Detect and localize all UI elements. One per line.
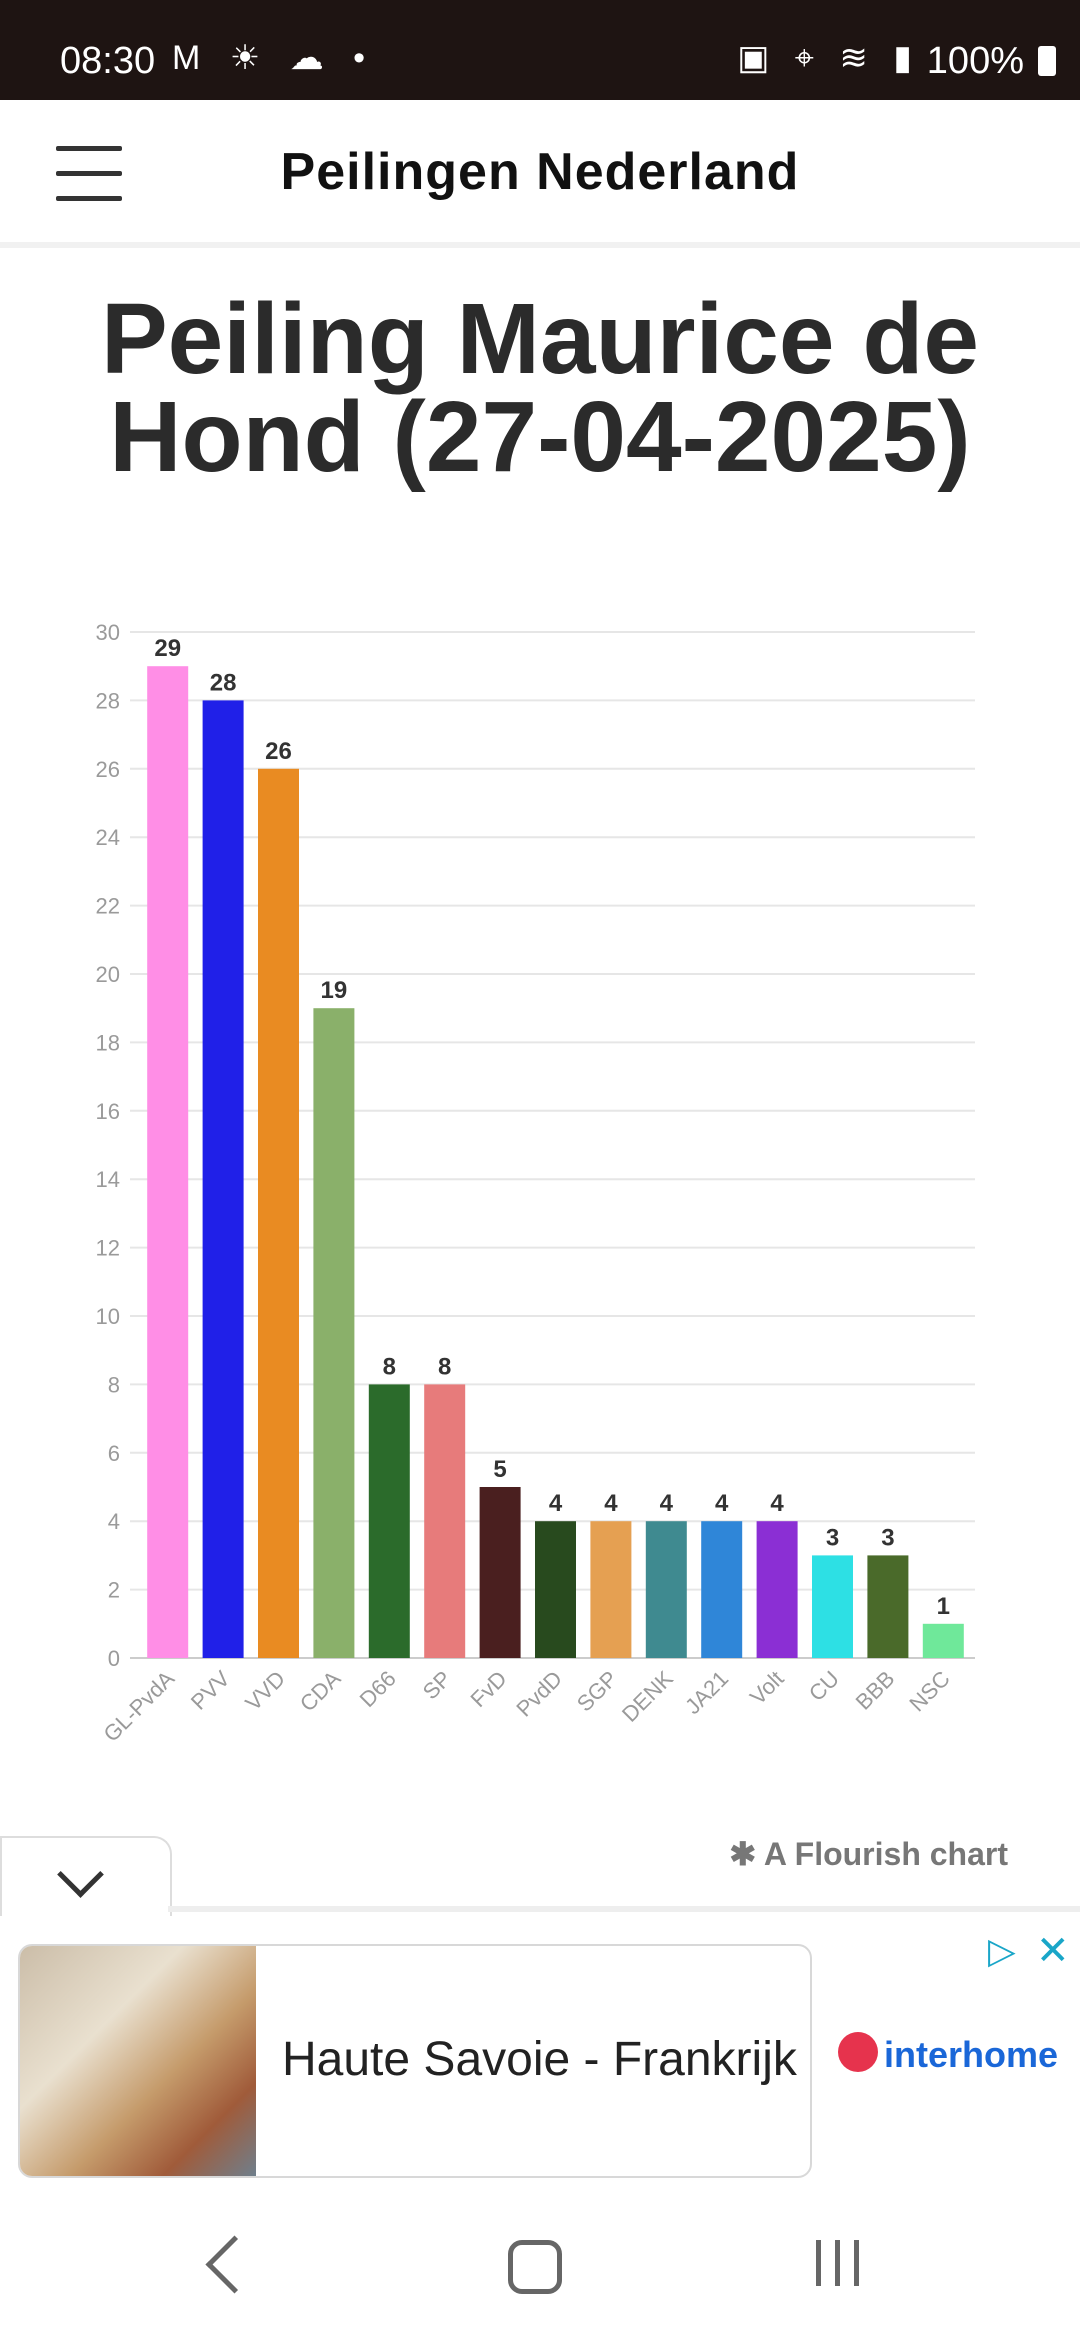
data-label: 28 — [210, 669, 237, 696]
bar — [368, 1384, 410, 1658]
data-label: 5 — [493, 1456, 506, 1483]
x-tick-label: JA21 — [680, 1666, 733, 1719]
x-tick-label: SP — [418, 1666, 456, 1704]
y-tick-label: 28 — [96, 688, 120, 713]
ad-banner[interactable]: Haute Savoie - Frankrijk — [18, 1944, 812, 2178]
bar — [922, 1623, 964, 1658]
menu-icon[interactable] — [56, 146, 122, 202]
bar — [535, 1521, 576, 1658]
bar — [147, 666, 189, 1658]
flourish-credit[interactable]: ✱ A Flourish chart — [729, 1836, 1008, 1872]
bar — [424, 1384, 466, 1658]
x-tick-label: SGP — [572, 1666, 623, 1717]
app-header: Peilingen Nederland — [0, 100, 1080, 248]
data-label: 4 — [660, 1490, 674, 1517]
bar — [867, 1555, 909, 1658]
x-tick-label: PvdD — [511, 1666, 567, 1722]
divider — [168, 1906, 1080, 1912]
back-icon[interactable] — [205, 2235, 264, 2294]
y-tick-label: 16 — [96, 1099, 120, 1124]
y-tick-label: 26 — [96, 757, 120, 782]
ad-brand[interactable]: interhome — [884, 2034, 1059, 2075]
data-label: 3 — [881, 1524, 894, 1551]
y-tick-label: 20 — [96, 962, 120, 987]
interhome-logo-icon — [838, 2032, 878, 2072]
y-tick-label: 10 — [96, 1304, 120, 1329]
data-label: 8 — [438, 1353, 451, 1380]
x-tick-label: Volt — [745, 1666, 789, 1710]
x-tick-label: VVD — [240, 1666, 290, 1716]
data-label: 4 — [715, 1490, 729, 1517]
x-tick-label: GL-PvdA — [98, 1666, 179, 1747]
bar — [645, 1521, 687, 1658]
x-tick-label: CDA — [295, 1666, 346, 1717]
chart-svg: 02468101214161820222426283029GL-PvdA28PV… — [96, 620, 975, 1747]
data-label: 1 — [937, 1593, 950, 1620]
bar — [756, 1521, 798, 1658]
system-nav-bar — [0, 2200, 1080, 2340]
ad-image[interactable] — [20, 1946, 256, 2176]
x-tick-label: CU — [804, 1666, 844, 1706]
bar — [812, 1555, 853, 1658]
y-tick-label: 2 — [108, 1578, 120, 1603]
battery-percent: 100% — [926, 40, 1024, 82]
recent-apps-icon[interactable] — [816, 2240, 860, 2288]
data-label: 26 — [265, 738, 292, 765]
y-tick-label: 24 — [96, 825, 120, 850]
notification-icons: M ☀ ☁ • — [172, 39, 376, 77]
bar — [479, 1487, 521, 1658]
bar — [202, 700, 244, 1658]
data-label: 3 — [826, 1524, 839, 1551]
y-tick-label: 6 — [108, 1441, 120, 1466]
data-label: 19 — [321, 977, 348, 1004]
system-icons: ▣ ⌖ ≋ ▮ — [737, 39, 920, 77]
data-label: 8 — [383, 1353, 396, 1380]
bar-chart: 0 2 4 6 8 10 12 14 16 18 20 22 24 26 28 30 29 GL-PvdA 28 PV… — [0, 600, 1080, 1800]
data-label: 4 — [604, 1490, 618, 1517]
page-title: Peiling Maurice de Hond (27-04-2025) — [100, 283, 980, 493]
x-tick-label: FvD — [465, 1666, 511, 1712]
site-title[interactable]: Peilingen Nederland — [280, 143, 800, 201]
x-tick-label: D66 — [355, 1666, 401, 1712]
x-tick-label: NSC — [904, 1666, 955, 1717]
collapse-button[interactable] — [0, 1836, 172, 1916]
data-label: 29 — [154, 635, 181, 662]
chevron-down-icon — [57, 1851, 104, 1898]
data-label: 4 — [549, 1490, 563, 1517]
y-tick-label: 0 — [108, 1646, 120, 1671]
home-icon[interactable] — [508, 2240, 562, 2294]
x-tick-label: PVV — [186, 1666, 235, 1715]
ad-info-icon[interactable]: ▷ — [988, 1930, 1016, 1971]
y-tick-label: 12 — [96, 1236, 120, 1261]
ad-text[interactable]: Haute Savoie - Frankrijk — [282, 2033, 797, 2086]
y-tick-label: 14 — [96, 1167, 120, 1192]
bar — [258, 768, 299, 1658]
status-bar: 08:30 M ☀ ☁ • ▣ ⌖ ≋ ▮ 100% — [0, 0, 1080, 100]
battery-icon — [1038, 46, 1056, 76]
x-tick-label: BBB — [851, 1666, 900, 1715]
ad-close-icon[interactable]: ✕ — [1036, 1929, 1070, 1973]
y-tick-label: 30 — [96, 620, 120, 645]
bar — [701, 1521, 743, 1658]
bar — [313, 1008, 355, 1658]
y-tick-label: 4 — [108, 1509, 120, 1534]
data-label: 4 — [770, 1490, 784, 1517]
x-tick-label: DENK — [617, 1666, 678, 1727]
status-time: 08:30 — [60, 40, 156, 82]
y-tick-label: 18 — [96, 1030, 120, 1055]
y-tick-label: 8 — [108, 1372, 120, 1397]
bar — [590, 1521, 632, 1658]
y-tick-label: 22 — [96, 894, 120, 919]
